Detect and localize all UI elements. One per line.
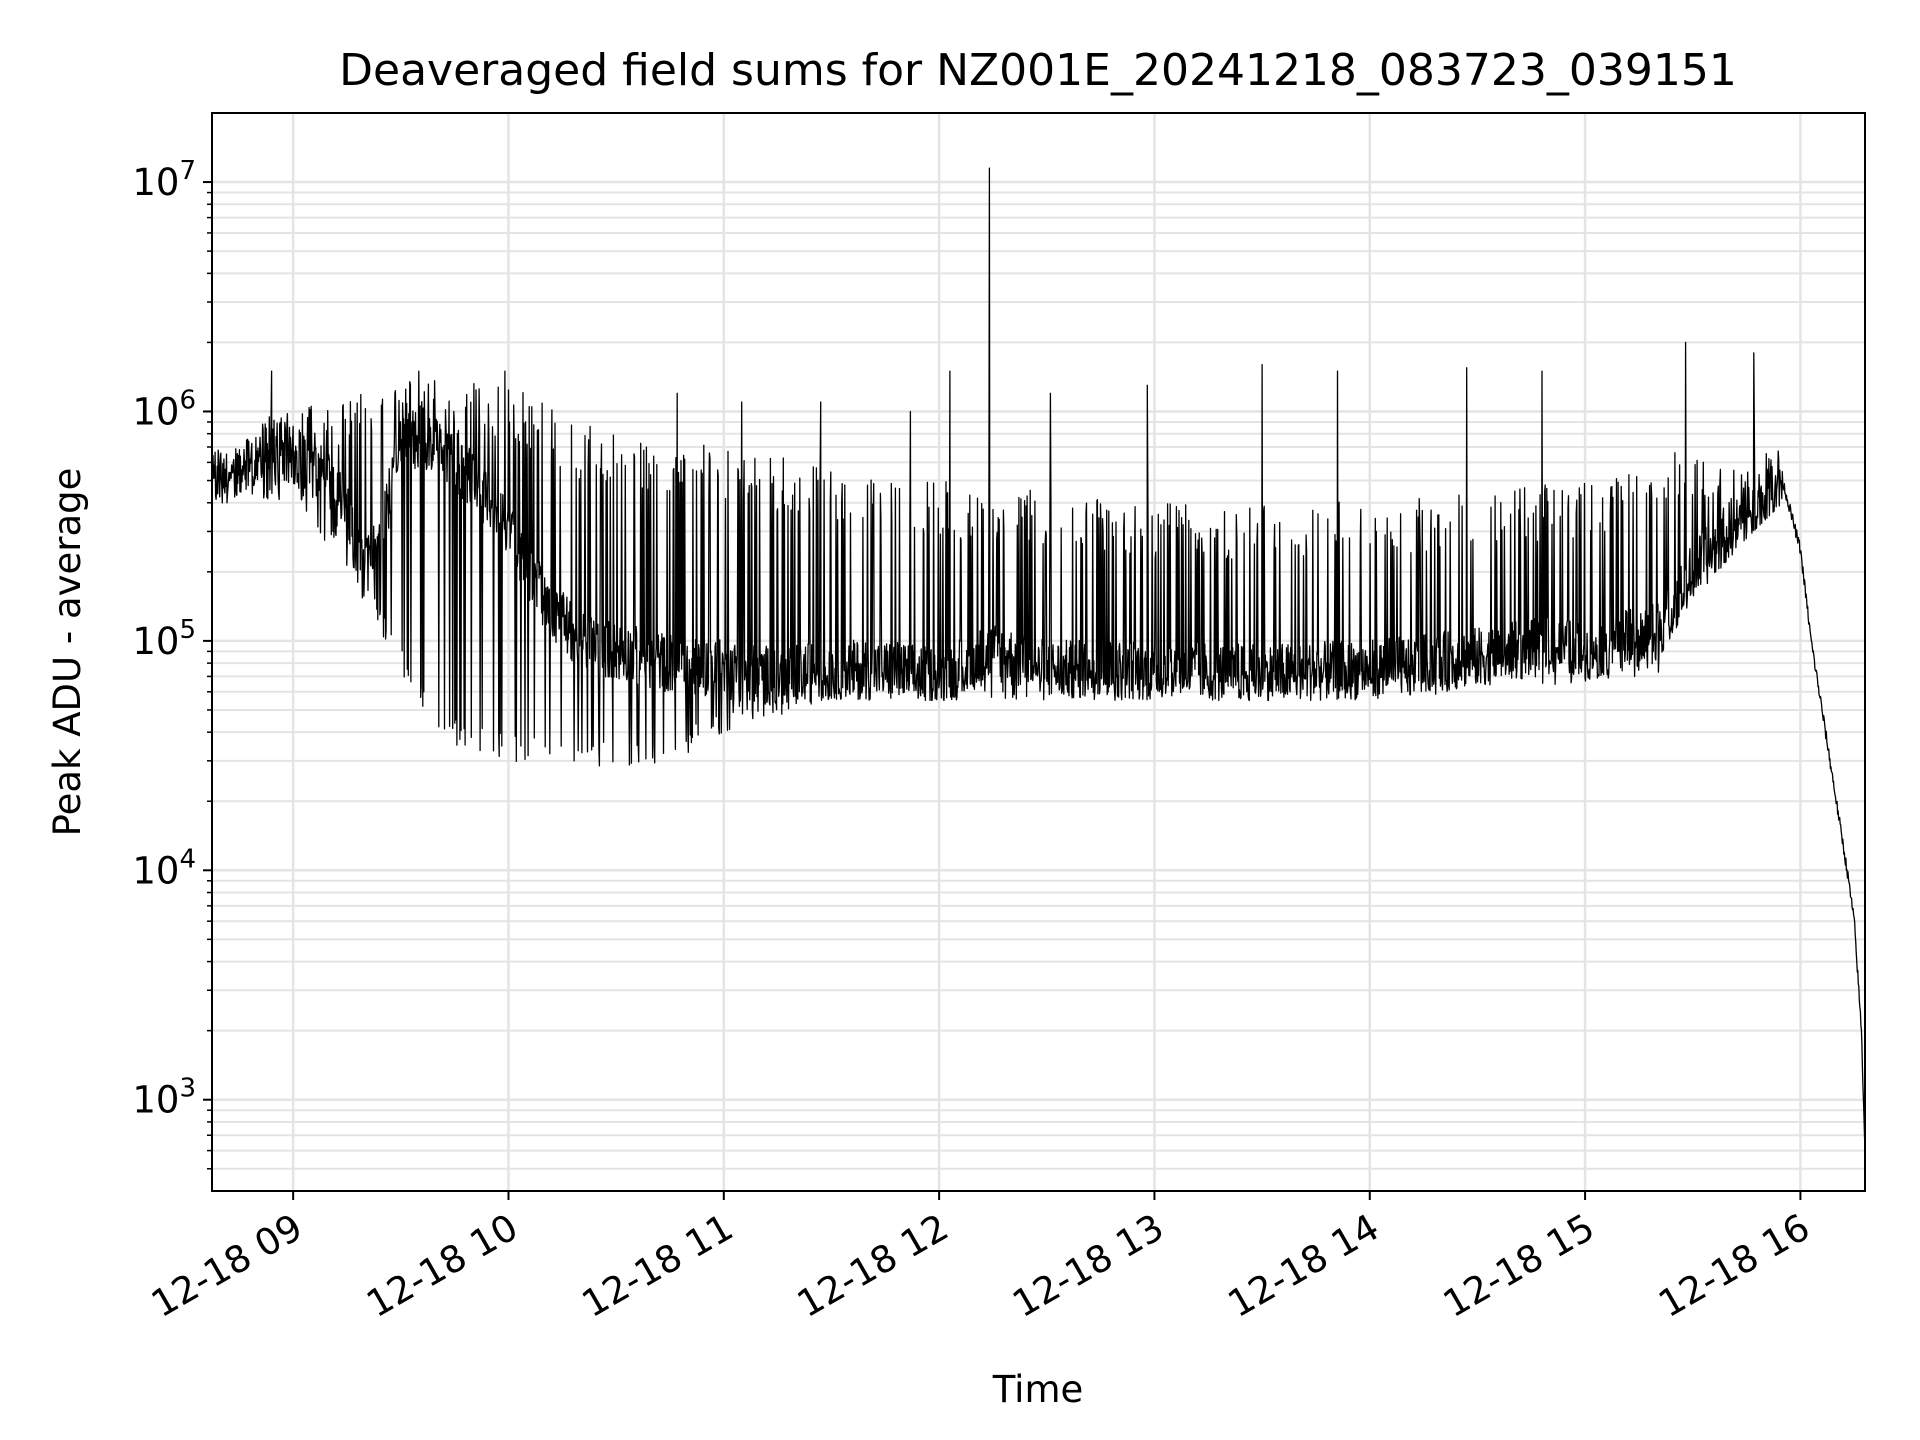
- grid-layer: [212, 113, 1865, 1191]
- y-tick-label: 103: [132, 1074, 196, 1122]
- y-tick-label: 106: [132, 385, 196, 433]
- series-line: [211, 167, 1866, 1151]
- y-axis-label: Peak ADU - average: [46, 468, 89, 837]
- y-tick-label: 104: [132, 844, 196, 892]
- data-layer: [211, 167, 1866, 1151]
- chart-title: Deaveraged field sums for NZ001E_2024121…: [339, 45, 1737, 96]
- y-tick-label: 107: [132, 156, 196, 204]
- y-tick-label: 105: [132, 615, 196, 663]
- x-axis-label: Time: [992, 1368, 1084, 1411]
